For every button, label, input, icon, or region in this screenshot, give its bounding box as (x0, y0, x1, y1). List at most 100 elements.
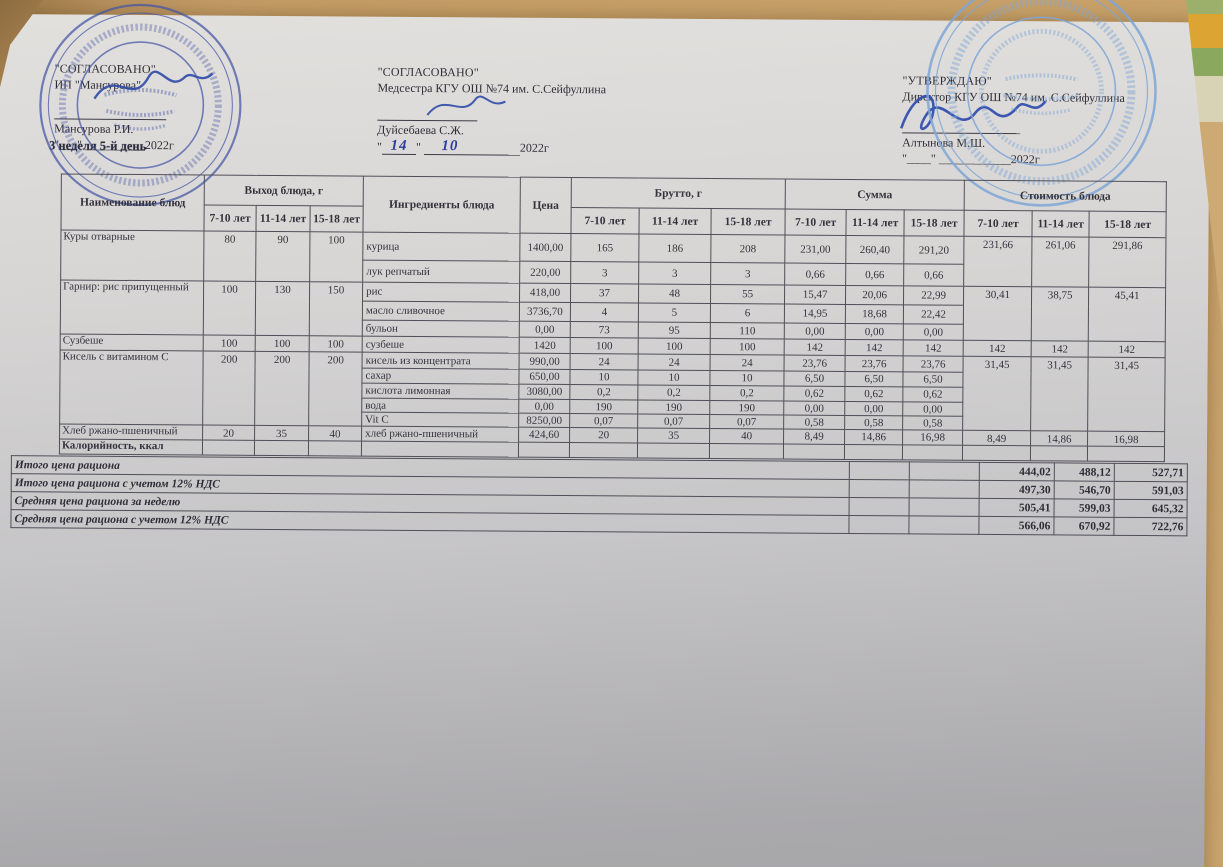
output-cell: 35 (254, 425, 309, 441)
output-cell: 20 (202, 424, 255, 441)
brutto-cell: 3 (638, 262, 711, 285)
brutto-cell: 0,07 (569, 413, 638, 429)
summary-value-cell: 599,03 (1054, 498, 1115, 518)
ingredient-name-cell: рис (362, 282, 520, 303)
brutto-cell: 10 (637, 370, 711, 386)
sum-cell: 0,00 (783, 401, 845, 416)
output-cell (308, 440, 362, 457)
dish-name-cell: Хлеб ржано-пшеничный (59, 423, 203, 440)
col-header-cost: Стоимость блюда (964, 180, 1167, 212)
output-cell: 200 (202, 350, 256, 426)
brutto-cell: 37 (570, 283, 639, 304)
cost-cell: 14,86 (1030, 430, 1088, 447)
age-header: 11-14 лет (255, 205, 311, 232)
sum-cell: 23,76 (845, 355, 904, 372)
handwritten-month: 10 (441, 138, 459, 155)
approval-center-block: "СОГЛАСОВАНО" Медсестра КГУ ОШ №74 им. С… (377, 64, 606, 157)
approval-right-title: "УТВЕРЖДАЮ" (902, 73, 992, 88)
price-cell: 0,00 (519, 321, 571, 338)
cost-cell (962, 445, 1031, 461)
age-header: 11-14 лет (638, 208, 712, 235)
age-header: 11-14 лет (846, 209, 905, 236)
ingredient-name-cell: бульон (362, 320, 520, 338)
dish-name-cell: Куры отварные (60, 229, 204, 281)
brutto-cell: 48 (638, 284, 711, 304)
output-cell: 100 (203, 334, 256, 352)
sum-cell: 231,00 (784, 235, 847, 264)
age-header: 15-18 лет (309, 205, 364, 233)
brutto-cell: 165 (570, 233, 639, 263)
ingredient-name-cell: кисель из концентрата (362, 352, 520, 370)
output-cell: 40 (308, 425, 362, 442)
brutto-cell: 20 (569, 427, 638, 444)
sum-cell: 22,99 (903, 285, 964, 306)
cost-cell: 231,66 (963, 236, 1033, 287)
sum-cell: 0,58 (844, 415, 903, 430)
col-header-dish: Наименование блюд (60, 173, 205, 231)
brutto-cell: 24 (638, 354, 711, 371)
sum-cell: 0,58 (902, 415, 963, 431)
brutto-cell (637, 443, 710, 459)
brutto-cell: 100 (710, 338, 785, 356)
col-header-ingredients: Ингредиенты блюда (363, 176, 521, 234)
brutto-cell: 0,2 (709, 385, 784, 402)
sum-cell: 23,76 (903, 355, 964, 373)
cost-cell (1030, 445, 1088, 462)
summary-value-cell: 670,92 (1053, 516, 1115, 536)
cost-cell: 30,41 (963, 286, 1032, 341)
summary-empty-cell (909, 461, 980, 481)
output-cell (202, 439, 255, 456)
brutto-cell: 6 (710, 303, 785, 324)
cost-cell: 31,45 (1030, 356, 1089, 432)
approval-right-role: Директор КГУ ОШ №74 им. С.Сейфуллина (902, 89, 1125, 105)
cost-cell: 31,45 (962, 356, 1032, 431)
age-header: 15-18 лет (710, 208, 786, 236)
price-cell: 8250,00 (518, 413, 570, 428)
summary-value-cell: 591,03 (1114, 481, 1188, 500)
sum-cell: 22,42 (903, 304, 964, 325)
sum-cell (902, 444, 963, 461)
price-cell: 1420 (519, 337, 571, 354)
cost-cell: 142 (1088, 341, 1166, 358)
sum-cell: 8,49 (783, 429, 845, 445)
price-cell: 3736,70 (519, 302, 571, 322)
tablecloth-pattern (1186, 14, 1223, 48)
sum-cell: 0,58 (783, 415, 845, 430)
sum-cell: 142 (903, 339, 964, 357)
approval-center-role: Медсестра КГУ ОШ №74 им. С.Сейфуллина (377, 80, 607, 97)
sum-cell: 0,66 (784, 263, 846, 286)
price-cell: 650,00 (518, 369, 571, 385)
approval-left-org: ИП "Мансурова" (54, 77, 142, 93)
brutto-cell: 24 (710, 354, 785, 372)
output-cell: 100 (203, 280, 256, 336)
cost-cell (1087, 446, 1165, 462)
age-header: 7-10 лет (785, 209, 847, 236)
brutto-cell: 35 (637, 428, 710, 444)
age-header: 7-10 лет (203, 204, 257, 232)
brutto-cell: 3 (570, 261, 639, 285)
sum-cell: 16,98 (902, 429, 963, 446)
summary-table: Итого цена рациона 444,02 488,12 527,71 Итог… (10, 455, 1188, 536)
sum-cell: 0,00 (784, 323, 846, 340)
approval-left-name: Мансурова Р.И. (54, 121, 134, 136)
brutto-cell: 100 (570, 337, 639, 355)
cost-cell: 45,41 (1088, 287, 1166, 342)
ingredient-name-cell: сузбеше (362, 336, 520, 354)
sum-cell: 260,40 (845, 235, 905, 264)
sum-cell (783, 444, 845, 460)
sum-cell (844, 444, 903, 460)
sum-cell: 0,62 (902, 386, 963, 403)
sum-cell: 18,68 (845, 304, 904, 324)
sum-cell: 0,66 (845, 263, 904, 286)
brutto-cell: 0,07 (637, 414, 710, 429)
sum-cell: 6,50 (844, 371, 904, 387)
ingredient-name-cell: хлеб ржано-пшеничный (361, 426, 519, 443)
cost-cell: 8,49 (962, 430, 1031, 446)
menu-table: Наименование блюд Выход блюда, г Ингреди… (59, 173, 1167, 462)
output-cell: 80 (203, 230, 256, 282)
sum-cell: 20,06 (845, 285, 904, 305)
brutto-cell: 5 (638, 303, 711, 323)
approval-center-year: 2022г (519, 140, 549, 155)
summary-empty-cell (848, 515, 910, 534)
brutto-cell: 10 (569, 369, 639, 386)
